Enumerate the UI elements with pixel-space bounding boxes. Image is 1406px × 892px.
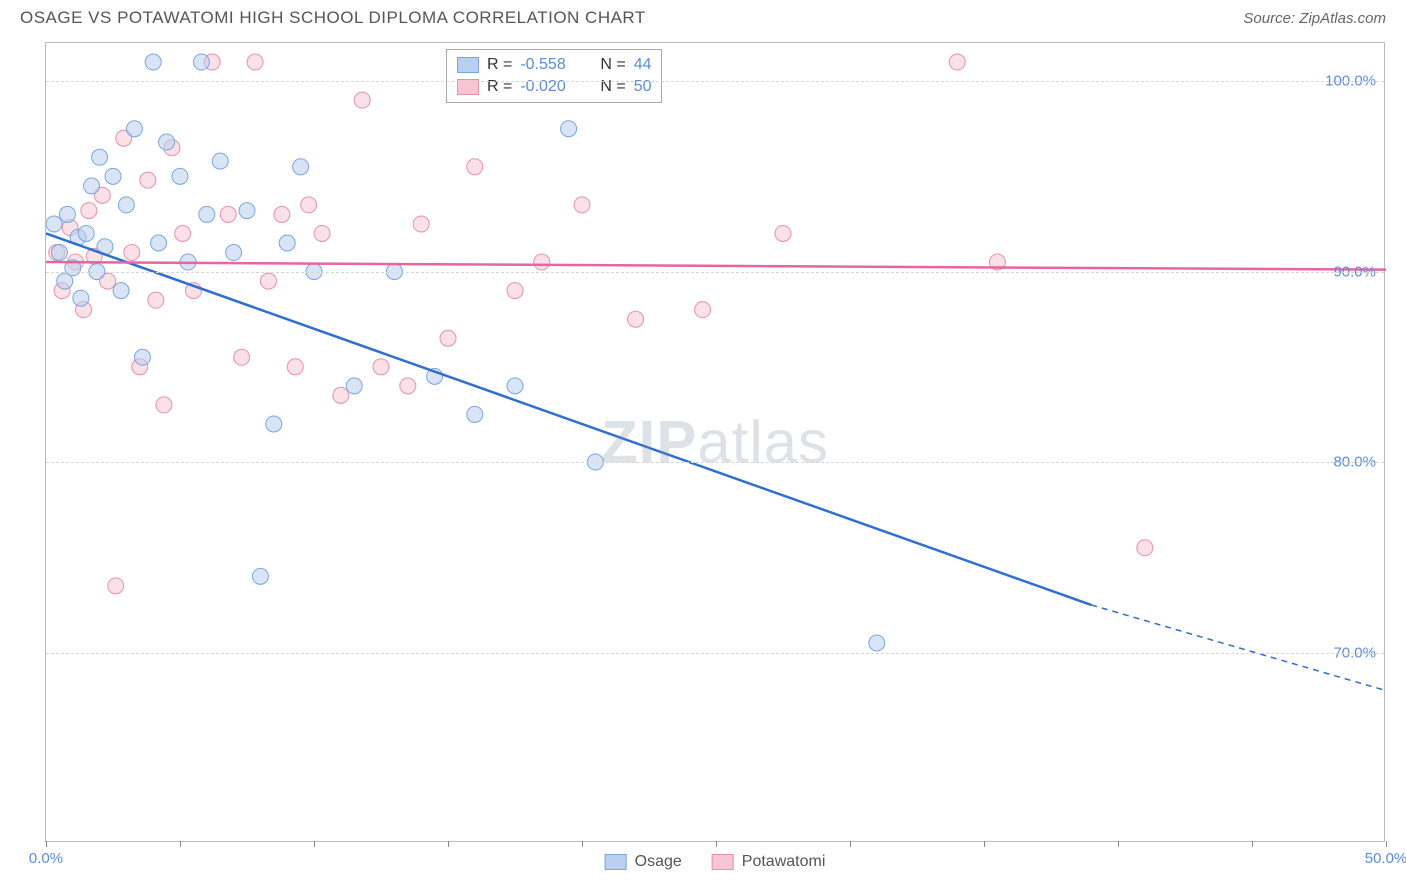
chart-plot-area: ZIPatlas R =-0.558N =44R =-0.020N =50 70… [45, 42, 1385, 842]
chart-title: OSAGE VS POTAWATOMI HIGH SCHOOL DIPLOMA … [20, 8, 646, 28]
x-tick-mark [448, 841, 449, 847]
data-point [159, 134, 175, 150]
data-point [260, 273, 276, 289]
legend-swatch [605, 854, 627, 870]
stat-r-label: R = [487, 56, 512, 74]
data-point [869, 635, 885, 651]
data-point [695, 302, 711, 318]
stat-n-value: 44 [634, 56, 652, 74]
data-point [78, 225, 94, 241]
legend-stat-row: R =-0.020N =50 [457, 76, 651, 98]
data-point [400, 378, 416, 394]
data-point [274, 206, 290, 222]
data-point [212, 153, 228, 169]
data-point [193, 54, 209, 70]
x-tick-mark [180, 841, 181, 847]
stat-r-value: -0.558 [520, 56, 580, 74]
data-point [145, 54, 161, 70]
data-point [59, 206, 75, 222]
x-tick-mark [46, 841, 47, 847]
data-point [507, 378, 523, 394]
gridline [46, 653, 1384, 654]
data-point [279, 235, 295, 251]
x-tick-mark [850, 841, 851, 847]
data-point [73, 290, 89, 306]
data-point [46, 216, 62, 232]
data-point [314, 225, 330, 241]
chart-header: OSAGE VS POTAWATOMI HIGH SCHOOL DIPLOMA … [0, 0, 1406, 36]
data-point [301, 197, 317, 213]
correlation-legend: R = -0.558 N = 44 R =-0.020N =50 [446, 49, 662, 103]
legend-series-item: Osage [605, 853, 682, 871]
data-point [220, 206, 236, 222]
data-point [113, 283, 129, 299]
legend-series-label: Osage [635, 853, 682, 871]
data-point [247, 54, 263, 70]
chart-source: Source: ZipAtlas.com [1243, 10, 1386, 27]
data-point [628, 311, 644, 327]
gridline [46, 462, 1384, 463]
data-point [354, 92, 370, 108]
data-point [108, 578, 124, 594]
data-point [156, 397, 172, 413]
data-point [105, 168, 121, 184]
data-point [51, 245, 67, 261]
data-point [534, 254, 550, 270]
legend-series-label: Potawatomi [742, 853, 826, 871]
legend-series-item: Potawatomi [712, 853, 826, 871]
data-point [140, 172, 156, 188]
series-legend: Osage Potawatomi [605, 853, 826, 871]
data-point [949, 54, 965, 70]
data-point [239, 203, 255, 219]
data-point [226, 245, 242, 261]
data-point [293, 159, 309, 175]
data-point [346, 378, 362, 394]
data-point [134, 349, 150, 365]
data-point [118, 197, 134, 213]
x-tick-mark [1118, 841, 1119, 847]
data-point [413, 216, 429, 232]
data-point [373, 359, 389, 375]
data-point [287, 359, 303, 375]
data-point [775, 225, 791, 241]
data-point [81, 203, 97, 219]
x-tick-mark [314, 841, 315, 847]
data-point [467, 406, 483, 422]
data-point [467, 159, 483, 175]
gridline [46, 81, 1384, 82]
data-point [333, 387, 349, 403]
data-point [175, 225, 191, 241]
trend-line [46, 233, 1091, 604]
data-point [234, 349, 250, 365]
data-point [172, 168, 188, 184]
data-point [124, 245, 140, 261]
x-tick-label: 0.0% [29, 850, 63, 867]
stat-n-label: N = [600, 56, 625, 74]
x-tick-mark [1386, 841, 1387, 847]
data-point [266, 416, 282, 432]
trend-line [46, 262, 1386, 270]
data-point [92, 149, 108, 165]
data-point [151, 235, 167, 251]
legend-swatch [457, 57, 479, 73]
x-tick-label: 50.0% [1365, 850, 1406, 867]
legend-stat-row: R = -0.558 N = 44 [457, 54, 651, 76]
gridline [46, 272, 1384, 273]
data-point [574, 197, 590, 213]
x-tick-mark [1252, 841, 1253, 847]
data-point [507, 283, 523, 299]
data-point [199, 206, 215, 222]
data-point [84, 178, 100, 194]
data-point [440, 330, 456, 346]
data-point [1137, 540, 1153, 556]
data-point [126, 121, 142, 137]
x-tick-mark [716, 841, 717, 847]
data-point [148, 292, 164, 308]
legend-swatch [712, 854, 734, 870]
data-point [561, 121, 577, 137]
x-tick-mark [984, 841, 985, 847]
data-point [252, 568, 268, 584]
x-tick-mark [582, 841, 583, 847]
scatter-svg [46, 43, 1386, 843]
